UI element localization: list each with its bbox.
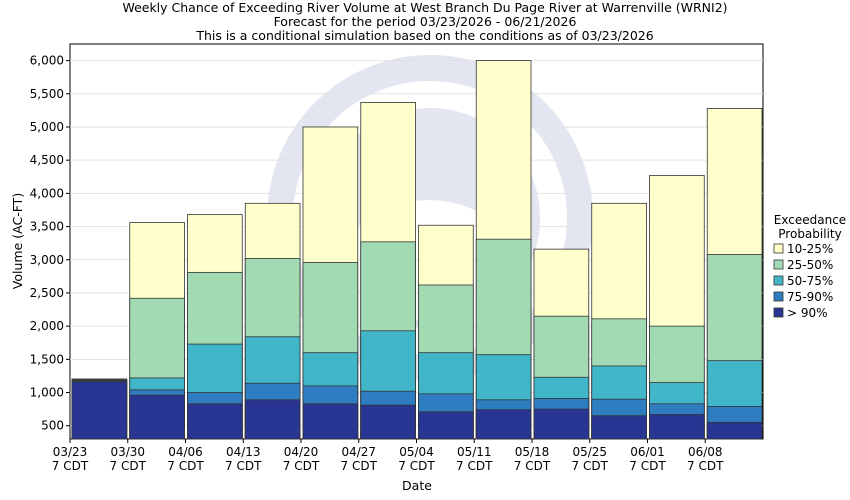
bar-segment-90	[71, 381, 128, 440]
chart-title-block: Weekly Chance of Exceeding River Volume …	[0, 1, 850, 43]
x-tick-date: 05/11	[457, 445, 492, 459]
legend-swatch	[773, 291, 784, 302]
y-tick-label: 3,000	[30, 253, 64, 267]
chart-title: Weekly Chance of Exceeding River Volume …	[122, 0, 728, 15]
x-tick-timezone: 7 CDT	[629, 459, 666, 473]
x-tick-timezone: 7 CDT	[687, 459, 724, 473]
y-axis: 500 1,000 1,500 2,000 2,500 3,000 3,500 4,000 4,…	[30, 54, 70, 433]
y-tick-label: 4,000	[30, 186, 64, 200]
x-tick-timezone: 7 CDT	[456, 459, 493, 473]
x-tick-timezone: 7 CDT	[283, 459, 320, 473]
legend-swatch	[773, 275, 784, 286]
x-tick-date: 04/20	[284, 445, 319, 459]
bar-segment-90	[129, 394, 185, 440]
x-tick-date: 05/04	[399, 445, 434, 459]
legend-title: Exceedance	[774, 213, 846, 227]
legend-entry-label: 10-25%	[787, 242, 833, 256]
y-axis-title: Volume (AC-FT)	[10, 193, 25, 289]
x-tick-date: 03/30	[110, 445, 145, 459]
x-tick-timezone: 7 CDT	[341, 459, 378, 473]
bar-segment-90	[533, 408, 590, 440]
x-tick-date: 06/08	[688, 445, 723, 459]
grid-lines	[70, 60, 763, 427]
y-tick-label: 1,500	[30, 352, 64, 366]
bar-segment-90	[706, 422, 763, 440]
y-tick-label: 5,000	[30, 120, 64, 134]
x-tick-date: 04/13	[226, 445, 261, 459]
legend-entry-label: 75-90%	[787, 290, 833, 304]
legend-swatch	[773, 307, 784, 318]
x-tick-timezone: 7 CDT	[52, 459, 89, 473]
bar-segment-90	[244, 399, 301, 440]
chart-subtitle-period: Forecast for the period 03/23/2026 - 06/…	[273, 14, 577, 29]
bar-segment-90	[302, 403, 359, 440]
y-tick-label: 500	[41, 419, 64, 433]
y-tick-label: 3,500	[30, 220, 64, 234]
x-tick-date: 05/18	[515, 445, 550, 459]
x-axis-title: Date	[402, 478, 432, 493]
legend-entry-label: 25-50%	[787, 258, 833, 272]
bar-segment-90	[360, 404, 416, 440]
bar-segment-90	[649, 414, 705, 440]
legend-swatch	[773, 243, 784, 254]
legend-entry-label: > 90%	[787, 306, 828, 320]
x-tick-date: 03/23	[53, 445, 88, 459]
x-tick-date: 06/01	[630, 445, 665, 459]
y-tick-label: 4,500	[30, 153, 64, 167]
x-tick-timezone: 7 CDT	[572, 459, 609, 473]
bar-segment-90	[591, 415, 647, 440]
x-tick-timezone: 7 CDT	[398, 459, 435, 473]
x-tick-date: 04/27	[341, 445, 376, 459]
y-tick-label: 6,000	[30, 54, 64, 68]
bar-stacks	[71, 60, 763, 440]
legend-title-line2: Probability	[778, 227, 841, 241]
y-tick-label: 2,500	[30, 286, 64, 300]
legend-swatch	[773, 259, 784, 270]
bar-segment-90	[418, 411, 474, 440]
y-tick-label: 5,500	[30, 87, 64, 101]
chart-subtitle-conditions: This is a conditional simulation based o…	[196, 28, 654, 43]
legend-entry-label: 50-75%	[787, 274, 833, 288]
x-tick-date: 05/25	[572, 445, 607, 459]
x-tick-timezone: 7 CDT	[514, 459, 551, 473]
x-tick-timezone: 7 CDT	[167, 459, 204, 473]
x-tick-date: 04/06	[168, 445, 203, 459]
bar-segment-90	[475, 409, 532, 440]
x-tick-timezone: 7 CDT	[225, 459, 262, 473]
bar-segment-90	[187, 403, 243, 440]
y-tick-label: 1,000	[30, 386, 64, 400]
y-tick-label: 2,000	[30, 319, 64, 333]
x-tick-timezone: 7 CDT	[110, 459, 147, 473]
